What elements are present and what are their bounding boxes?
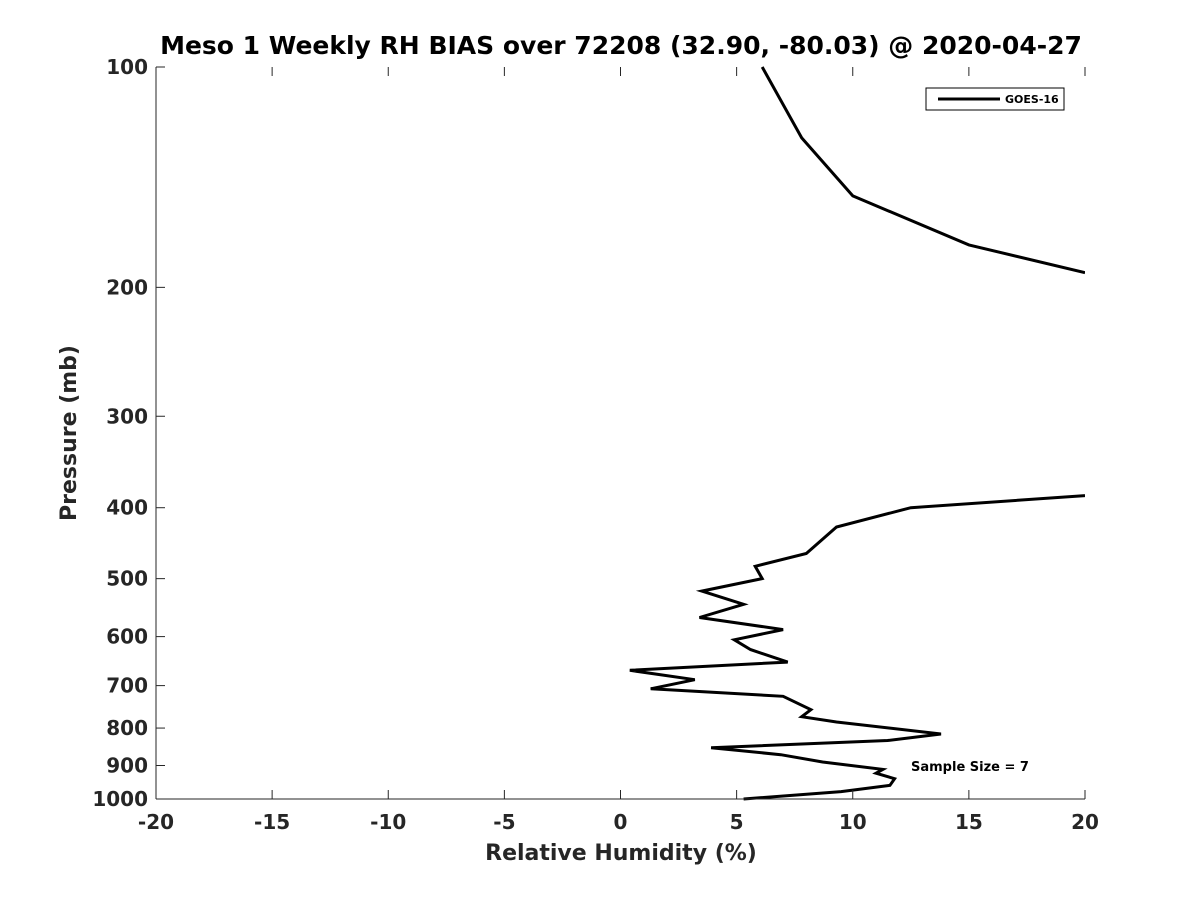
x-tick-label: 5	[730, 810, 744, 834]
y-tick-label: 100	[106, 55, 148, 79]
x-tick-label: -20	[138, 810, 174, 834]
y-tick-label: 1000	[92, 787, 148, 811]
y-tick-label: 900	[106, 754, 148, 778]
x-axis-title: Relative Humidity (%)	[485, 841, 757, 866]
y-tick-label: 800	[106, 716, 148, 740]
x-tick-label: 20	[1071, 810, 1099, 834]
sample-size-annotation: Sample Size = 7	[911, 760, 1029, 775]
x-tick-label: -5	[493, 810, 515, 834]
y-axis-title: Pressure (mb)	[57, 345, 82, 521]
y-tick-label: 600	[106, 625, 148, 649]
legend: GOES-16	[925, 87, 1065, 111]
axes: -20 -15 -10 -5 0 5 10 15 20 100 200 300 400 500 600 700…	[92, 55, 1099, 834]
x-tick-label: 0	[614, 810, 628, 834]
y-tick-label: 400	[106, 496, 148, 520]
y-tick-label: 300	[106, 404, 148, 428]
y-tick-label: 200	[106, 275, 148, 299]
plot-area	[629, 66, 1085, 801]
series-line-goes-16-segment-2	[629, 494, 1085, 801]
x-tick-label: -15	[254, 810, 290, 834]
x-tick-label: -10	[370, 810, 406, 834]
x-tick-label: 10	[839, 810, 867, 834]
legend-label-goes-16: GOES-16	[1005, 93, 1059, 106]
y-tick-label: 700	[106, 674, 148, 698]
series-line-goes-16-segment-1	[760, 66, 1085, 275]
y-tick-label: 500	[106, 567, 148, 591]
chart-title: Meso 1 Weekly RH BIAS over 72208 (32.90,…	[160, 31, 1082, 60]
x-tick-label: 15	[955, 810, 983, 834]
